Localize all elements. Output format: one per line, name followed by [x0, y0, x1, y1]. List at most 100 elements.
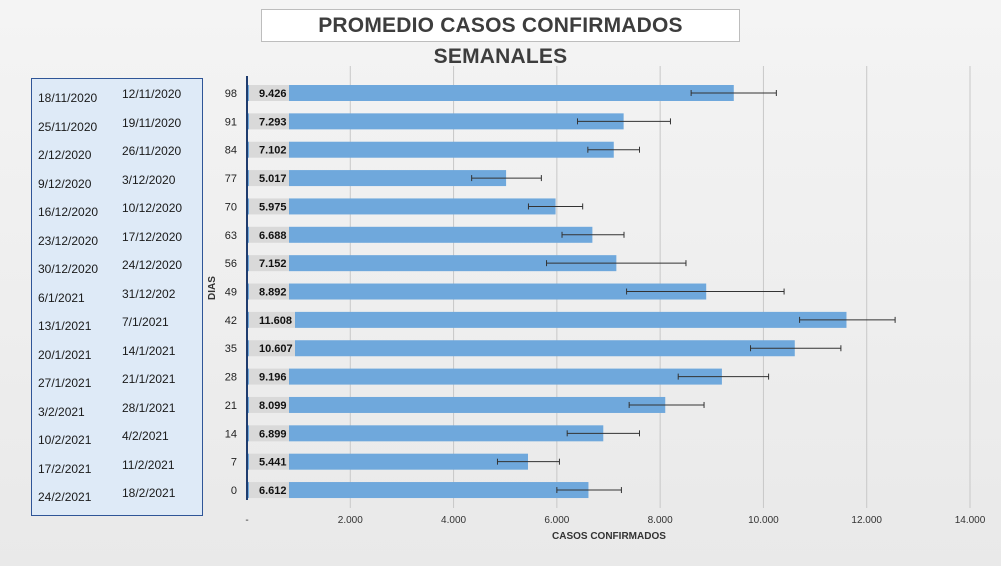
date-range-row: 3/2/2021 28/1/2021: [32, 401, 204, 421]
value-label-box: [249, 113, 289, 130]
bar: [289, 85, 734, 101]
x-tick-label: -: [245, 515, 248, 526]
bar-value-label: 9.196: [259, 372, 287, 384]
bar-stub: [248, 482, 249, 499]
bar: [295, 311, 847, 328]
category-tick-label: 28: [225, 372, 237, 384]
x-tick-label: 14.000: [955, 515, 986, 526]
week-start-date: 31/12/202: [122, 286, 176, 301]
week-end-date: 23/12/2020: [38, 233, 99, 248]
week-start-date: 12/11/2020: [122, 87, 182, 101]
bar: [289, 396, 666, 413]
category-tick-label: 84: [225, 145, 237, 157]
bar-stub: [248, 425, 249, 442]
week-end-date: 18/11/2020: [38, 91, 98, 105]
date-range-row: 18/11/2020 12/11/2020: [32, 87, 204, 107]
value-label-box: [249, 368, 289, 385]
x-tick-label: 4.000: [441, 515, 466, 526]
value-label-box: [249, 311, 295, 328]
value-label-box: [249, 141, 289, 158]
bar-stub: [248, 255, 249, 272]
week-start-date: 21/1/2021: [122, 372, 176, 386]
bar: [289, 453, 528, 470]
week-end-date: 16/12/2020: [38, 205, 99, 219]
bar-stub: [248, 340, 249, 357]
week-start-date: 4/2/2021: [122, 429, 169, 443]
bar-stub: [248, 141, 249, 158]
week-start-date: 28/1/2021: [122, 400, 176, 415]
bar-value-label: 5.017: [259, 173, 287, 185]
date-range-panel: 18/11/2020 12/11/2020 25/11/2020 19/11/2020…: [31, 78, 203, 516]
week-end-date: 24/2/2021: [38, 490, 92, 504]
bar-stub: [248, 396, 249, 413]
x-tick-label: 8.000: [648, 515, 673, 526]
bar-value-label: 8.892: [259, 287, 287, 299]
category-tick-label: 35: [225, 343, 237, 355]
week-end-date: 25/11/2020: [38, 119, 98, 134]
bar: [289, 226, 593, 243]
week-end-date: 17/2/2021: [38, 461, 92, 476]
value-label-box: [249, 425, 289, 442]
bar-value-label: 11.608: [259, 315, 292, 327]
category-tick-label: 0: [231, 485, 237, 497]
category-tick-label: 7: [231, 457, 237, 469]
x-tick-label: 12.000: [851, 515, 882, 526]
bar-value-label: 5.441: [259, 457, 287, 469]
bar: [289, 425, 604, 442]
bar: [289, 141, 614, 158]
value-label-box: [249, 255, 289, 272]
value-label-box: [249, 198, 289, 215]
bar-stub: [248, 311, 249, 328]
date-range-row: 17/2/2021 11/2/2021: [32, 458, 204, 478]
week-end-date: 6/1/2021: [38, 290, 85, 305]
category-tick-label: 42: [225, 315, 237, 327]
category-tick-label: 98: [225, 88, 237, 100]
value-label-box: [249, 283, 289, 300]
date-range-row: 10/2/2021 4/2/2021: [32, 429, 204, 449]
date-range-row: 23/12/2020 17/12/2020: [32, 230, 204, 250]
week-start-date: 14/1/2021: [122, 343, 176, 358]
week-start-date: 26/11/2020: [122, 144, 182, 158]
week-end-date: 2/12/2020: [38, 148, 92, 162]
date-range-row: 9/12/2020 3/12/2020: [32, 173, 204, 193]
bar-stub: [248, 113, 249, 130]
bar-stub: [248, 85, 249, 101]
date-range-row: 25/11/2020 19/11/2020: [32, 116, 204, 136]
date-range-row: 2/12/2020 26/11/2020: [32, 144, 204, 164]
category-tick-label: 63: [225, 230, 237, 242]
value-label-box: [249, 340, 295, 357]
bar-value-label: 7.152: [259, 258, 287, 270]
week-start-date: 18/2/2021: [122, 486, 176, 500]
bar-value-label: 6.688: [259, 230, 287, 242]
bar-value-label: 6.899: [259, 428, 287, 440]
value-label-box: [249, 226, 289, 243]
bar-stub: [248, 198, 249, 215]
category-tick-label: 14: [225, 428, 237, 440]
value-label-box: [249, 85, 289, 101]
week-end-date: 3/2/2021: [38, 404, 85, 419]
bar-value-label: 9.426: [259, 88, 287, 100]
date-range-row: 30/12/2020 24/12/2020: [32, 258, 204, 278]
bar-value-label: 6.612: [259, 485, 287, 497]
week-end-date: 10/2/2021: [38, 433, 92, 447]
week-start-date: 19/11/2020: [122, 115, 182, 130]
bar: [289, 482, 589, 499]
bar: [289, 113, 624, 130]
week-start-date: 24/12/2020: [122, 258, 183, 272]
x-tick-label: 2.000: [338, 515, 363, 526]
date-range-row: 24/2/2021 18/2/2021: [32, 486, 204, 506]
week-end-date: 9/12/2020: [38, 176, 92, 191]
bar: [289, 368, 722, 385]
date-range-row: 20/1/2021 14/1/2021: [32, 344, 204, 364]
bar-value-label: 10.607: [259, 343, 293, 355]
week-start-date: 3/12/2020: [122, 172, 176, 187]
week-start-date: 7/1/2021: [122, 315, 169, 329]
category-tick-label: 77: [225, 173, 237, 185]
category-tick-label: 56: [225, 258, 237, 270]
bar: [289, 283, 707, 300]
bar-value-label: 7.102: [259, 145, 287, 157]
bar-stub: [248, 283, 249, 300]
value-label-box: [249, 170, 289, 187]
bar-stub: [248, 226, 249, 243]
